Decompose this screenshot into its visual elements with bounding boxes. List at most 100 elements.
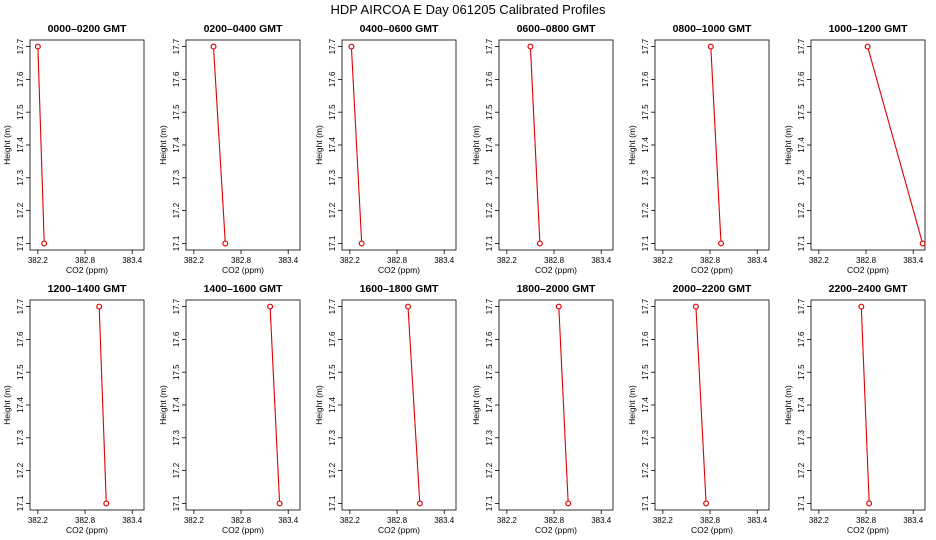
x-tick-label: 383.4: [903, 256, 924, 265]
panel-4: 0800–1000 GMT 382.2 382.8 383.4 17.1 17.2 17.3…: [627, 23, 770, 275]
data-point: [34, 43, 41, 50]
y-tick-label: 17.1: [797, 495, 806, 511]
x-axis-label: CO2 (ppm): [66, 265, 108, 275]
x-tick-label: 383.4: [434, 256, 455, 265]
y-tick-label: 17.7: [16, 38, 25, 54]
y-tick-label: 17.3: [172, 429, 181, 445]
y-tick-label: 17.7: [485, 298, 494, 314]
series-line: [212, 46, 226, 244]
y-tick-label: 17.7: [16, 298, 25, 314]
data-point: [103, 500, 110, 507]
y-tick-label: 17.1: [641, 235, 650, 251]
plot-frame: [341, 299, 457, 511]
y-tick-label: 17.6: [797, 71, 806, 87]
plot-frame: [498, 299, 614, 511]
y-tick-label: 17.1: [172, 495, 181, 511]
panel-title: 1200–1400 GMT: [48, 283, 127, 295]
y-tick-label: 17.3: [485, 169, 494, 185]
y-tick-label: 17.5: [641, 364, 650, 380]
plot-frame: [29, 39, 145, 251]
y-axis-label: Height (m): [627, 125, 637, 165]
x-tick-label: 382.2: [653, 516, 674, 525]
x-tick-label: 383.4: [278, 516, 299, 525]
series-line: [407, 306, 421, 504]
panel-8: 1600–1800 GMT 382.2 382.8 383.4 17.1 17.2 17.3…: [314, 283, 457, 535]
x-tick-label: 383.4: [591, 516, 612, 525]
y-tick-label: 17.1: [485, 495, 494, 511]
y-axis-label: Height (m): [158, 385, 168, 425]
x-axis-label: CO2 (ppm): [535, 265, 577, 275]
x-tick-label: 383.4: [122, 516, 143, 525]
data-point: [692, 303, 699, 310]
y-tick-label: 17.6: [328, 71, 337, 87]
data-point: [41, 240, 48, 247]
x-tick-label: 383.4: [903, 516, 924, 525]
x-tick-label: 382.2: [28, 516, 49, 525]
y-tick-label: 17.2: [172, 202, 181, 218]
y-tick-label: 17.7: [641, 298, 650, 314]
series-line: [269, 306, 281, 504]
y-tick-label: 17.6: [172, 331, 181, 347]
y-tick-label: 17.5: [797, 104, 806, 120]
x-axis-label: CO2 (ppm): [691, 265, 733, 275]
y-tick-label: 17.7: [172, 38, 181, 54]
series-line: [37, 46, 45, 244]
panel-title: 1800–2000 GMT: [517, 283, 596, 295]
y-tick-label: 17.2: [16, 202, 25, 218]
panel-10: 2000–2200 GMT 382.2 382.8 383.4 17.1 17.2 17.3…: [627, 283, 770, 535]
y-axis-label: Height (m): [314, 125, 324, 165]
data-point: [718, 240, 725, 247]
x-tick-label: 382.8: [544, 256, 565, 265]
page-title: HDP AIRCOA E Day 061205 Calibrated Profi…: [330, 2, 606, 17]
y-tick-label: 17.4: [172, 137, 181, 153]
y-tick-label: 17.5: [16, 364, 25, 380]
panel-6: 1200–1400 GMT 382.2 382.8 383.4 17.1 17.2 17.3…: [2, 283, 145, 535]
y-tick-label: 17.5: [485, 364, 494, 380]
x-tick-label: 383.4: [747, 256, 768, 265]
y-tick-label: 17.3: [641, 169, 650, 185]
panel-title: 0400–0600 GMT: [360, 23, 439, 35]
data-point: [707, 43, 714, 50]
series-line: [860, 306, 870, 504]
y-tick-label: 17.1: [485, 235, 494, 251]
y-tick-label: 17.1: [172, 235, 181, 251]
y-tick-label: 17.4: [797, 397, 806, 413]
data-point: [565, 500, 572, 507]
y-tick-label: 17.3: [328, 429, 337, 445]
data-point: [358, 240, 365, 247]
data-point: [536, 240, 543, 247]
y-axis-label: Height (m): [314, 385, 324, 425]
y-tick-label: 17.3: [485, 429, 494, 445]
data-point: [222, 240, 229, 247]
y-tick-label: 17.6: [797, 331, 806, 347]
y-tick-label: 17.4: [16, 137, 25, 153]
x-tick-label: 382.8: [856, 256, 877, 265]
panel-title: 0200–0400 GMT: [204, 23, 283, 35]
y-tick-label: 17.2: [485, 462, 494, 478]
data-point: [210, 43, 217, 50]
y-tick-label: 17.1: [797, 235, 806, 251]
panel-title: 0000–0200 GMT: [48, 23, 127, 35]
x-axis-label: CO2 (ppm): [222, 265, 264, 275]
y-tick-label: 17.6: [172, 71, 181, 87]
y-tick-label: 17.4: [485, 397, 494, 413]
x-tick-label: 382.8: [231, 516, 252, 525]
x-tick-label: 382.2: [497, 516, 518, 525]
y-tick-label: 17.5: [172, 364, 181, 380]
panel-1: 0200–0400 GMT 382.2 382.8 383.4 17.1 17.2 17.3…: [158, 23, 301, 275]
y-tick-label: 17.7: [328, 298, 337, 314]
y-tick-label: 17.1: [328, 495, 337, 511]
y-axis-label: Height (m): [2, 385, 12, 425]
x-tick-label: 382.8: [856, 516, 877, 525]
x-tick-label: 382.2: [340, 516, 361, 525]
y-tick-label: 17.5: [641, 104, 650, 120]
y-tick-label: 17.1: [16, 495, 25, 511]
y-tick-label: 17.4: [16, 397, 25, 413]
y-tick-label: 17.6: [16, 71, 25, 87]
panel-9: 1800–2000 GMT 382.2 382.8 383.4 17.1 17.2 17.3…: [471, 283, 614, 535]
y-axis-label: Height (m): [783, 385, 793, 425]
y-tick-label: 17.4: [485, 137, 494, 153]
x-tick-label: 383.4: [747, 516, 768, 525]
x-tick-label: 382.2: [497, 256, 518, 265]
